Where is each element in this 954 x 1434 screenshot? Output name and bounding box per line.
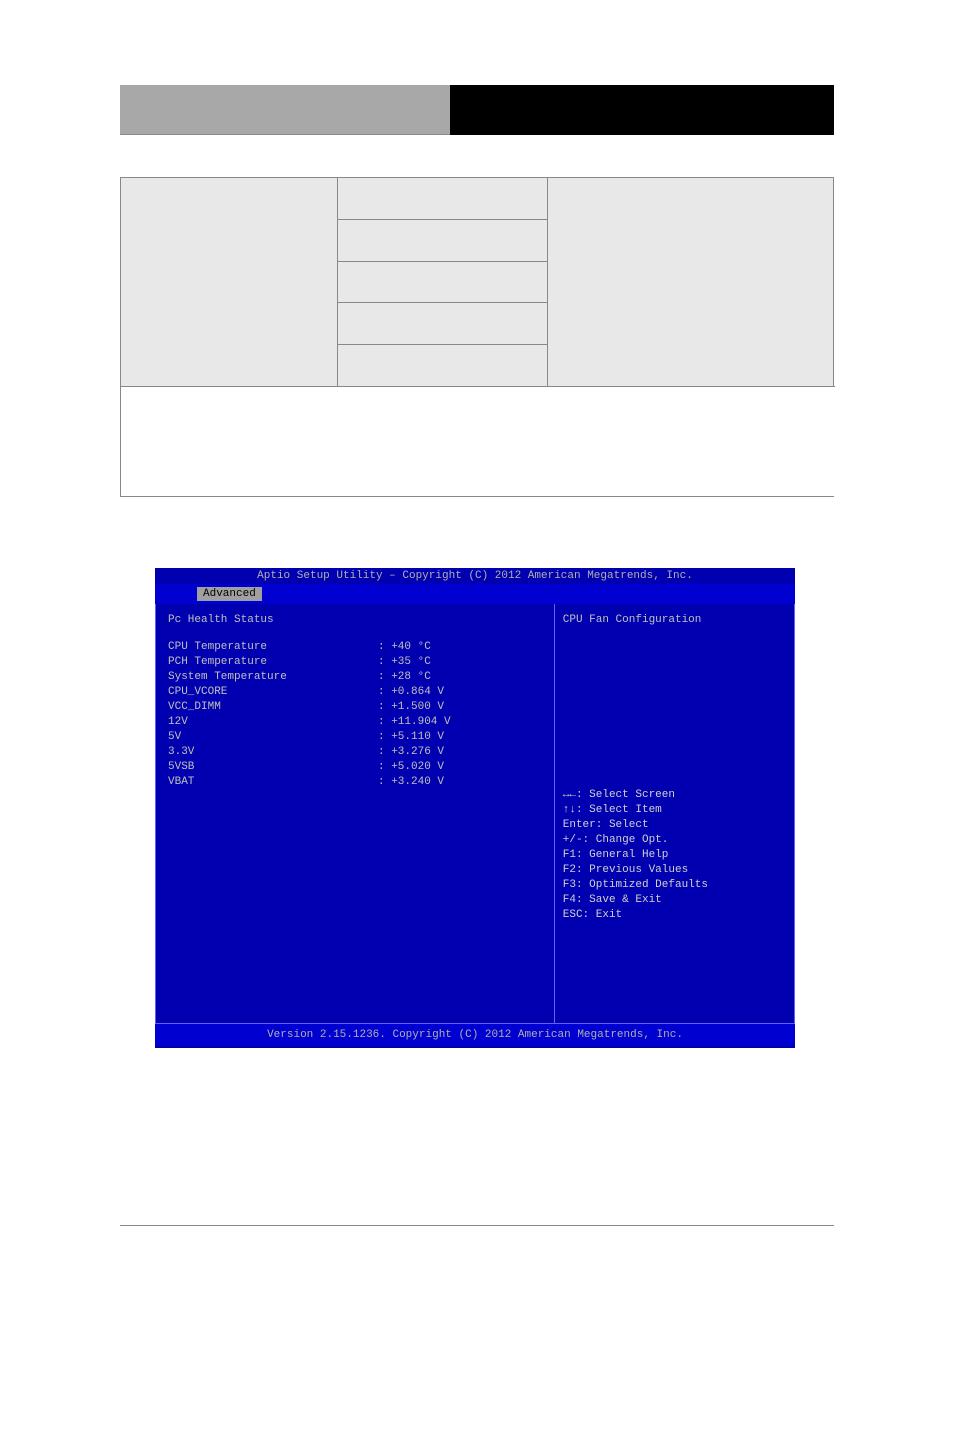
page-header-bar bbox=[120, 85, 834, 135]
bios-field-value: : +35 °C bbox=[378, 655, 431, 670]
bios-field-value: : +5.020 V bbox=[378, 760, 444, 775]
nav-help-line: ESC: Exit bbox=[563, 908, 786, 923]
bios-field-row: 3.3V : +3.276 V bbox=[168, 745, 542, 760]
bios-field-label: 5V bbox=[168, 730, 378, 745]
bios-field-label: 3.3V bbox=[168, 745, 378, 760]
nav-help-line: F2: Previous Values bbox=[563, 863, 786, 878]
bios-field-value: : +28 °C bbox=[378, 670, 431, 685]
bios-help-title: CPU Fan Configuration bbox=[563, 614, 786, 626]
bios-field-value: : +3.276 V bbox=[378, 745, 444, 760]
bios-field-label: PCH Temperature bbox=[168, 655, 378, 670]
bios-field-value: : +1.500 V bbox=[378, 700, 444, 715]
config-cell bbox=[338, 178, 547, 220]
config-col-3 bbox=[548, 178, 833, 386]
bios-tab-advanced[interactable]: Advanced bbox=[197, 587, 262, 601]
bios-field-value: : +11.904 V bbox=[378, 715, 451, 730]
bios-field-row: PCH Temperature : +35 °C bbox=[168, 655, 542, 670]
config-cell bbox=[338, 262, 547, 304]
page-footer-rule bbox=[120, 1225, 834, 1226]
header-right-panel bbox=[450, 85, 834, 135]
nav-help-line: F4: Save & Exit bbox=[563, 893, 786, 908]
bios-right-panel: CPU Fan Configuration ↔←: Select Screen … bbox=[555, 604, 794, 1023]
bios-field-row: System Temperature : +28 °C bbox=[168, 670, 542, 685]
bios-field-row: 12V : +11.904 V bbox=[168, 715, 542, 730]
bios-field-row: CPU_VCORE : +0.864 V bbox=[168, 685, 542, 700]
bios-field-row: 5V : +5.110 V bbox=[168, 730, 542, 745]
bios-nav-help: ↔←: Select Screen ↑↓: Select Item Enter:… bbox=[563, 788, 786, 1013]
bios-tab-row: Advanced bbox=[155, 584, 795, 604]
nav-help-line: F3: Optimized Defaults bbox=[563, 878, 786, 893]
config-col-2 bbox=[338, 178, 547, 386]
nav-help-line: ↔←: Select Screen bbox=[563, 788, 786, 803]
config-cell bbox=[338, 345, 547, 386]
bios-field-label: 12V bbox=[168, 715, 378, 730]
bios-footer: Version 2.15.1236. Copyright (C) 2012 Am… bbox=[155, 1024, 795, 1046]
config-table bbox=[120, 177, 834, 497]
header-left-panel bbox=[120, 85, 450, 135]
nav-help-line: Enter: Select bbox=[563, 818, 786, 833]
bios-field-value: : +5.110 V bbox=[378, 730, 444, 745]
bios-title-bar: Aptio Setup Utility – Copyright (C) 2012… bbox=[155, 568, 795, 584]
bios-field-label: VBAT bbox=[168, 775, 378, 790]
bios-field-label: CPU_VCORE bbox=[168, 685, 378, 700]
bios-field-row: VCC_DIMM : +1.500 V bbox=[168, 700, 542, 715]
bios-screenshot: Aptio Setup Utility – Copyright (C) 2012… bbox=[155, 568, 795, 1048]
bios-field-label: System Temperature bbox=[168, 670, 378, 685]
bios-body: Pc Health Status CPU Temperature : +40 °… bbox=[155, 604, 795, 1024]
nav-help-line: +/-: Change Opt. bbox=[563, 833, 786, 848]
bios-field-value: : +40 °C bbox=[378, 640, 431, 655]
bios-field-row: CPU Temperature : +40 °C bbox=[168, 640, 542, 655]
bios-field-row: 5VSB : +5.020 V bbox=[168, 760, 542, 775]
config-bottom-row bbox=[121, 386, 835, 496]
bios-left-panel: Pc Health Status CPU Temperature : +40 °… bbox=[156, 604, 555, 1023]
bios-field-label: VCC_DIMM bbox=[168, 700, 378, 715]
nav-help-line: F1: General Help bbox=[563, 848, 786, 863]
config-col-1 bbox=[121, 178, 338, 386]
bios-fields: CPU Temperature : +40 °C PCH Temperature… bbox=[168, 640, 542, 790]
bios-field-row: VBAT : +3.240 V bbox=[168, 775, 542, 790]
nav-help-line: ↑↓: Select Item bbox=[563, 803, 786, 818]
config-cell bbox=[338, 303, 547, 345]
config-cell bbox=[338, 220, 547, 262]
bios-field-value: : +0.864 V bbox=[378, 685, 444, 700]
bios-section-heading: Pc Health Status bbox=[168, 614, 542, 626]
bios-field-label: CPU Temperature bbox=[168, 640, 378, 655]
config-row bbox=[121, 178, 833, 386]
bios-field-value: : +3.240 V bbox=[378, 775, 444, 790]
bios-field-label: 5VSB bbox=[168, 760, 378, 775]
